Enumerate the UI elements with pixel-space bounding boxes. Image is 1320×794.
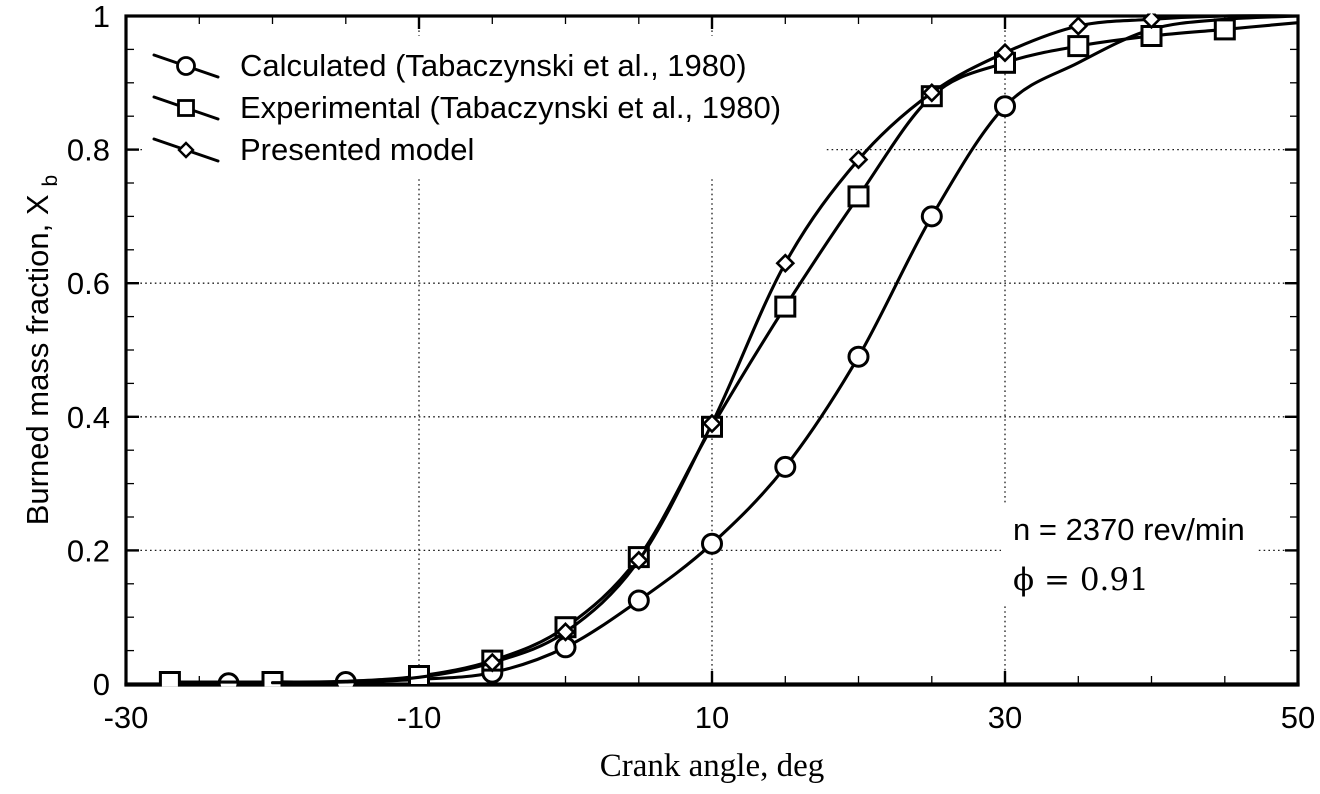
circle-marker-icon (152, 53, 220, 79)
legend-item-presented-model: Presented model (150, 128, 826, 170)
data-point-square (774, 295, 797, 318)
series-group (158, 13, 1300, 687)
x-tick-label: -10 (397, 700, 442, 735)
x-tick-label: 50 (1281, 700, 1315, 735)
data-point-diamond (775, 253, 796, 274)
square-marker-icon (152, 95, 220, 121)
data-point-circle (847, 345, 870, 368)
data-point-diamond (1068, 16, 1089, 36)
data-point-square (1067, 35, 1090, 58)
y-tick-label: 1 (93, 0, 110, 34)
data-point-square (847, 185, 870, 208)
x-tick-label: 10 (695, 700, 729, 735)
data-point-circle (701, 532, 723, 555)
x-axis-title: Crank angle, deg (599, 748, 825, 784)
data-point-square (1140, 25, 1163, 47)
data-point-circle (920, 205, 943, 228)
y-tick-label: 0 (93, 667, 110, 702)
data-point-circle (774, 455, 797, 478)
legend-label: Presented model (240, 131, 475, 167)
data-point-circle (627, 589, 650, 612)
x-tick-label: -30 (104, 700, 149, 735)
y-axis-title-text: Burned mass fraction, X (20, 194, 55, 526)
y-tick-label: 0.8 (67, 133, 110, 168)
legend: Calculated (Tabaczynski et al., 1980) Ex… (142, 36, 826, 176)
data-point-diamond (702, 413, 722, 434)
data-point-diamond (848, 149, 869, 170)
diamond-marker-icon (152, 137, 220, 163)
data-point-diamond (1141, 13, 1162, 30)
annotation-engine-speed: n = 2370 rev/min (1013, 512, 1245, 547)
data-point-square (1213, 18, 1236, 41)
data-point-square (158, 671, 181, 687)
data-point-diamond (555, 622, 576, 642)
y-axis-title-subscript: b (39, 174, 62, 187)
series-line (227, 14, 1300, 685)
data-point-diamond (628, 550, 649, 571)
annotation-equivalence-ratio: ϕ = 0.91 (1013, 562, 1149, 598)
legend-item-calculated: Calculated (Tabaczynski et al., 1980) (150, 44, 826, 86)
y-tick-label: 0.4 (67, 400, 110, 435)
legend-item-experimental: Experimental (Tabaczynski et al., 1980) (150, 86, 826, 128)
annotation-box: n = 2370 rev/min ϕ = 0.91 (1001, 505, 1257, 605)
data-point-diamond (482, 652, 503, 673)
legend-label: Experimental (Tabaczynski et al., 1980) (240, 89, 782, 125)
x-tick-label: 30 (988, 700, 1022, 735)
data-point-diamond (921, 82, 942, 103)
series-line (270, 14, 1300, 685)
y-axis-title: Burned mass fraction, X b (20, 70, 62, 630)
y-tick-label: 0.2 (67, 533, 110, 568)
legend-label: Calculated (Tabaczynski et al., 1980) (240, 47, 747, 83)
data-point-circle (994, 95, 1016, 118)
data-point-diamond (995, 42, 1015, 63)
y-tick-label: 0.6 (67, 266, 110, 301)
